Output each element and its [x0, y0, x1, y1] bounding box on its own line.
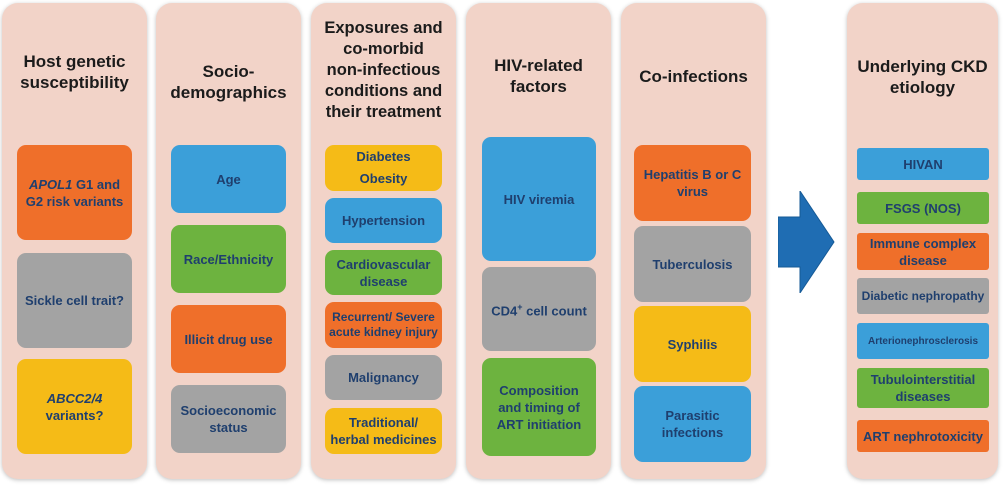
box-tuberculosis: Tuberculosis [634, 226, 751, 302]
box-text: ART nephrotoxicity [863, 428, 983, 444]
cd4-sup: + [517, 301, 523, 312]
panel-hiv-related: HIV-related factors HIV viremia CD4+ cel… [466, 3, 611, 479]
box-diabetes-obesity: Diabetes Obesity [325, 145, 442, 191]
box-rest: G1 and G2 risk variants [25, 176, 124, 209]
box-text: Age [216, 171, 241, 187]
box-abcc: ABCC2/4 variants? [17, 359, 132, 454]
box-socioeconomic: Socioeconomic status [171, 385, 286, 453]
title-line: Exposures and [324, 19, 443, 37]
box-text: Arterionephrosclerosis [867, 335, 979, 347]
box-malignancy: Malignancy [325, 355, 442, 400]
panel-title: HIV-related factors [466, 55, 611, 97]
panel-host-genetic: Host genetic susceptibility APOL1 G1 and… [2, 3, 147, 479]
italic-gene: APOL1 [28, 176, 73, 192]
panel-title: Host genetic susceptibility [2, 51, 147, 93]
box-text: Malignancy [348, 370, 419, 385]
cd4-label: CD4 [491, 303, 518, 319]
box-hypertension: Hypertension [325, 198, 442, 243]
right-arrow-icon [778, 191, 835, 293]
box-text: Diabetic nephropathy [861, 288, 985, 303]
panel-co-infections: Co-infections Hepatitis B or C virus Tub… [621, 3, 766, 479]
box-text: Syphilis [667, 336, 718, 352]
title-line: co-morbid [343, 40, 424, 58]
box-syphilis: Syphilis [634, 306, 751, 382]
box-text: Sickle cell trait? [25, 293, 124, 308]
box-text: Immune complex disease [869, 235, 977, 268]
panel-exposures: Exposures and co-morbid non-infectious c… [311, 3, 456, 479]
title-line: Host genetic [23, 52, 126, 71]
title-line: demographics [170, 83, 287, 102]
panel-ckd-etiology: Underlying CKD etiology HIVAN FSGS (NOS)… [847, 3, 998, 479]
box-race: Race/Ethnicity [171, 225, 286, 293]
box-text: Composition and timing of ART initiation [496, 382, 582, 432]
box-fsgs: FSGS (NOS) [857, 192, 989, 224]
italic-gene: ABCC2/4 [46, 390, 103, 406]
title-line: HIV-related [494, 56, 583, 75]
box-text: Race/Ethnicity [183, 251, 274, 267]
title-line: factors [510, 77, 567, 96]
box-text: Hepatitis B or C virus [643, 167, 742, 199]
box-text: Traditional/ herbal medicines [330, 415, 437, 447]
panel-title: Socio- demographics [156, 61, 301, 103]
box-text: Tuberculosis [652, 256, 733, 272]
box-tubulointerstitial: Tubulointerstitial diseases [857, 368, 989, 408]
panel-socio-demographics: Socio- demographics Age Race/Ethnicity I… [156, 3, 301, 479]
title-line: Underlying CKD [857, 57, 988, 76]
title-line: etiology [889, 78, 956, 97]
box-parasitic: Parasitic infections [634, 386, 751, 462]
box-line: Obesity [359, 171, 408, 186]
box-text: HIVAN [903, 156, 943, 172]
panel-title: Underlying CKD etiology [847, 56, 998, 98]
title-line: their treatment [325, 103, 442, 121]
box-hepatitis: Hepatitis B or C virus [634, 145, 751, 221]
box-diabetic-nephropathy: Diabetic nephropathy [857, 278, 989, 314]
box-cardiovascular: Cardiovascular disease [325, 250, 442, 295]
box-sickle-cell: Sickle cell trait? [17, 253, 132, 348]
box-text: ABCC2/4 variants? [21, 390, 128, 424]
box-illicit-drug: Illicit drug use [171, 305, 286, 373]
title-line: non-infectious [326, 61, 441, 79]
box-hivan: HIVAN [857, 148, 989, 180]
box-text: Illicit drug use [184, 331, 273, 347]
box-art-initiation: Composition and timing of ART initiation [482, 358, 596, 456]
box-text: CD4+ cell count [491, 299, 587, 319]
box-cd4: CD4+ cell count [482, 267, 596, 351]
box-traditional: Traditional/ herbal medicines [325, 408, 442, 454]
box-text: HIV viremia [503, 191, 575, 207]
box-text: FSGS (NOS) [885, 200, 961, 216]
box-art-nephrotoxicity: ART nephrotoxicity [857, 420, 989, 452]
title-line: conditions and [324, 82, 443, 100]
box-text: Parasitic infections [661, 408, 724, 440]
box-immune-complex: Immune complex disease [857, 233, 989, 270]
box-text: APOL1 G1 and G2 risk variants [21, 176, 128, 210]
box-text: Tubulointerstitial diseases [870, 372, 976, 404]
box-age: Age [171, 145, 286, 213]
box-arterionephrosclerosis: Arterionephrosclerosis [857, 323, 989, 359]
panel-title: Co-infections [621, 66, 766, 87]
box-text: Socioeconomic status [180, 403, 277, 435]
box-apol1: APOL1 G1 and G2 risk variants [17, 145, 132, 240]
box-rest: variants? [45, 407, 104, 423]
box-hiv-viremia: HIV viremia [482, 137, 596, 261]
panel-title: Exposures and co-morbid non-infectious c… [311, 18, 456, 123]
box-aki: Recurrent/ Severe acute kidney injury [325, 302, 442, 348]
title-line: susceptibility [20, 73, 129, 92]
cd4-rest: cell count [522, 303, 587, 319]
title-line: Co-infections [639, 67, 748, 86]
box-text: Cardiovascular disease [336, 256, 431, 289]
box-line: Diabetes [356, 149, 411, 164]
box-text: Hypertension [341, 213, 426, 228]
title-line: Socio- [202, 62, 255, 81]
box-text: Recurrent/ Severe acute kidney injury [329, 310, 438, 339]
